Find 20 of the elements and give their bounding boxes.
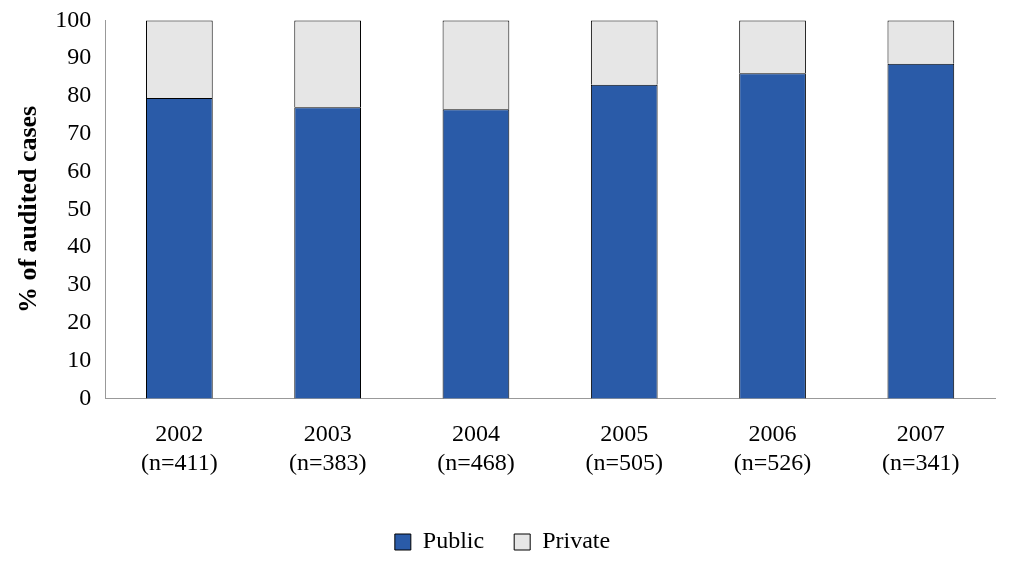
y-tick-label: 30: [67, 270, 92, 297]
y-axis-title: % of audited cases: [13, 105, 43, 314]
y-tick-label: 100: [55, 5, 92, 32]
y-tick-label: 0: [79, 383, 92, 410]
legend-label: Private: [542, 527, 611, 554]
legend-label: Public: [422, 527, 485, 554]
x-tick-label: 2005 (n=505): [585, 420, 664, 475]
y-tick-label: 90: [67, 43, 92, 70]
x-tick-label: 2006 (n=526): [733, 420, 812, 475]
y-tick-label: 10: [67, 345, 92, 372]
y-tick-label: 60: [67, 156, 92, 183]
y-tick-label: 20: [67, 308, 92, 335]
x-tick-label: 2002 (n=411): [141, 420, 218, 475]
y-tick-label: 40: [67, 232, 92, 259]
y-tick-label: 50: [67, 194, 92, 221]
x-tick-label: 2004 (n=468): [437, 420, 515, 475]
y-tick-label: 70: [67, 119, 92, 146]
y-tick-label: 80: [67, 81, 92, 108]
x-tick-label: 2003 (n=383): [288, 420, 367, 475]
x-tick-label: 2007 (n=341): [882, 420, 960, 475]
